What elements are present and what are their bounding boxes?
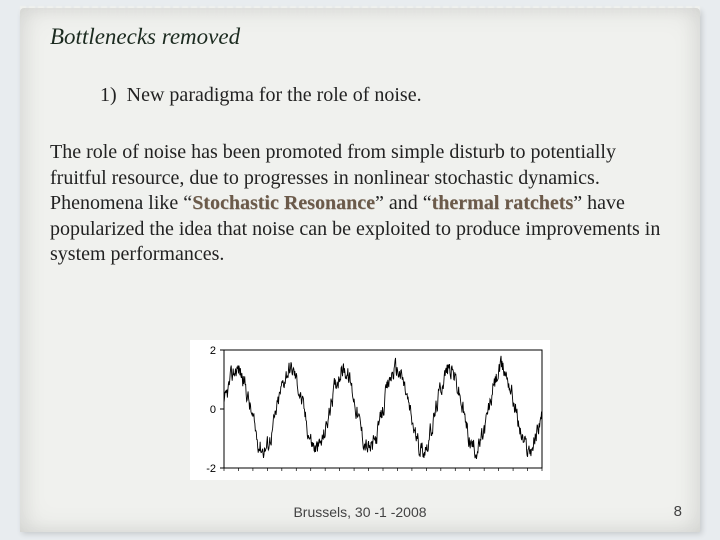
slide-container: Bottlenecks removed 1) New paradigma for …: [20, 8, 700, 532]
page-number: 8: [674, 503, 682, 520]
bullet-item: 1) New paradigma for the role of noise.: [100, 84, 422, 107]
svg-text:0: 0: [210, 404, 216, 416]
footer-text: Brussels, 30 -1 -2008: [20, 504, 700, 520]
body-paragraph: The role of noise has been promoted from…: [50, 140, 670, 268]
emphasis-stochastic-resonance: Stochastic Resonance: [192, 192, 375, 214]
bullet-number: 1): [100, 84, 117, 106]
body-text-2b: ” and “: [375, 192, 432, 214]
svg-text:-2: -2: [206, 463, 216, 475]
slide-title: Bottlenecks removed: [50, 24, 240, 50]
chart-svg: -2 0 2: [190, 340, 550, 480]
body-text-1: The role of noise has been promoted from…: [50, 141, 616, 189]
svg-text:2: 2: [210, 345, 216, 357]
body-text-2a: Phenomena like “: [50, 192, 192, 214]
bullet-text: New paradigma for the role of noise.: [127, 84, 422, 106]
noise-signal-chart: -2 0 2: [190, 340, 550, 480]
emphasis-thermal-ratchets: thermal ratchets: [432, 192, 574, 214]
